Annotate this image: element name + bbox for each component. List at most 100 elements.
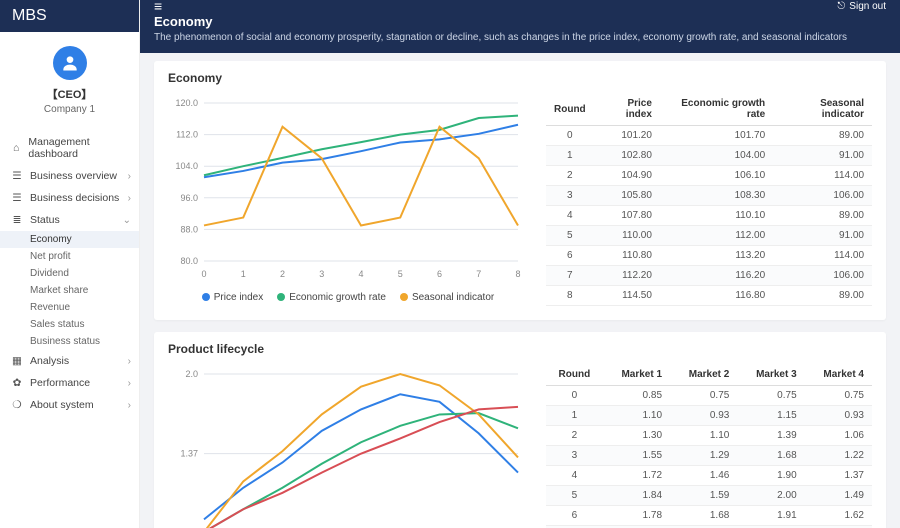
table-cell: 0.75 bbox=[805, 386, 872, 406]
svg-text:8: 8 bbox=[515, 269, 520, 279]
table-cell: 116.80 bbox=[660, 286, 773, 306]
table-cell: 105.80 bbox=[594, 186, 660, 206]
table-cell: 0 bbox=[546, 126, 594, 146]
nav-status[interactable]: ≣ Status ⌄ bbox=[0, 209, 139, 231]
page-header: Economy The phenomenon of social and eco… bbox=[140, 12, 900, 53]
chevron-right-icon: › bbox=[128, 193, 131, 204]
table-cell: 1.68 bbox=[737, 446, 804, 466]
nav-analysis[interactable]: ▦ Analysis › bbox=[0, 350, 139, 372]
table-row: 1102.80104.0091.00 bbox=[546, 146, 872, 166]
panel-title: Economy bbox=[168, 71, 872, 85]
signout-button[interactable]: ⎋ Sign out bbox=[837, 1, 886, 12]
chevron-down-icon: ⌄ bbox=[123, 215, 131, 226]
table-cell: 107.80 bbox=[594, 206, 660, 226]
user-block: 【CEO】 Company 1 bbox=[0, 32, 139, 125]
svg-text:88.0: 88.0 bbox=[180, 224, 198, 234]
nav-status-dividend[interactable]: Dividend bbox=[0, 265, 139, 282]
topbar: ≡ ⎋ Sign out bbox=[140, 0, 900, 12]
table-cell: 8 bbox=[546, 286, 594, 306]
user-company: Company 1 bbox=[44, 104, 95, 115]
table-row: 11.100.931.150.93 bbox=[546, 406, 872, 426]
panel-body: 0.751.372.0012345678 Market 1Market 2Mar… bbox=[168, 364, 872, 528]
chevron-right-icon: › bbox=[128, 400, 131, 411]
svg-text:7: 7 bbox=[476, 269, 481, 279]
table-row: 3105.80108.30106.00 bbox=[546, 186, 872, 206]
sidebar: MBS 【CEO】 Company 1 ⌂ Management dashboa… bbox=[0, 0, 140, 528]
table-row: 6110.80113.20114.00 bbox=[546, 246, 872, 266]
panel-lifecycle: Product lifecycle 0.751.372.0012345678 M… bbox=[154, 332, 886, 528]
nav-overview[interactable]: ☰ Business overview › bbox=[0, 165, 139, 187]
nav-performance[interactable]: ✿ Performance › bbox=[0, 372, 139, 394]
panel-title: Product lifecycle bbox=[168, 342, 872, 356]
table-cell: 106.00 bbox=[773, 266, 872, 286]
svg-text:6: 6 bbox=[437, 269, 442, 279]
chart-wrap: 80.088.096.0104.0112.0120.0012345678 Pri… bbox=[168, 93, 528, 306]
table-cell: 1.72 bbox=[603, 466, 670, 486]
list-icon: ≣ bbox=[10, 214, 24, 226]
economy-chart: 80.088.096.0104.0112.0120.0012345678 bbox=[168, 93, 528, 283]
table-cell: 1.15 bbox=[737, 406, 804, 426]
table-wrap: RoundMarket 1Market 2Market 3Market 400.… bbox=[546, 364, 872, 528]
nav-status-netprofit[interactable]: Net profit bbox=[0, 248, 139, 265]
table-cell: 104.90 bbox=[594, 166, 660, 186]
table-row: 41.721.461.901.37 bbox=[546, 466, 872, 486]
table-cell: 104.00 bbox=[660, 146, 773, 166]
nav-status-revenue[interactable]: Revenue bbox=[0, 299, 139, 316]
lifecycle-table: RoundMarket 1Market 2Market 3Market 400.… bbox=[546, 364, 872, 528]
book-icon: ☰ bbox=[10, 192, 24, 204]
content[interactable]: Economy 80.088.096.0104.0112.0120.001234… bbox=[140, 53, 900, 528]
layers-icon: ☰ bbox=[10, 170, 24, 182]
nav-decisions[interactable]: ☰ Business decisions › bbox=[0, 187, 139, 209]
globe-icon: ❍ bbox=[10, 399, 24, 411]
chart-wrap: 0.751.372.0012345678 Market 1Market 2Mar… bbox=[168, 364, 528, 528]
table-cell: 114.00 bbox=[773, 246, 872, 266]
table-cell: 1.30 bbox=[603, 426, 670, 446]
nav-label: Management dashboard bbox=[28, 136, 129, 160]
table-cell: 114.00 bbox=[773, 166, 872, 186]
table-cell: 5 bbox=[546, 226, 594, 246]
table-cell: 6 bbox=[546, 506, 603, 526]
table-header: Round bbox=[546, 93, 594, 126]
table-cell: 1.91 bbox=[737, 506, 804, 526]
table-header: Round bbox=[546, 364, 603, 386]
table-cell: 1.62 bbox=[805, 506, 872, 526]
avatar[interactable] bbox=[53, 46, 87, 80]
table-header: Market 2 bbox=[670, 364, 737, 386]
table-cell: 0.93 bbox=[670, 406, 737, 426]
table-row: 5110.00112.0091.00 bbox=[546, 226, 872, 246]
table-cell: 1.39 bbox=[737, 426, 804, 446]
table-cell: 113.20 bbox=[660, 246, 773, 266]
table-header: Price index bbox=[594, 93, 660, 126]
table-cell: 1.68 bbox=[670, 506, 737, 526]
nav-dashboard[interactable]: ⌂ Management dashboard bbox=[0, 131, 139, 165]
table-cell: 7 bbox=[546, 266, 594, 286]
nav-status-salesstatus[interactable]: Sales status bbox=[0, 316, 139, 333]
table-cell: 1.10 bbox=[603, 406, 670, 426]
table-cell: 1.29 bbox=[670, 446, 737, 466]
table-row: 61.781.681.911.62 bbox=[546, 506, 872, 526]
table-cell: 108.30 bbox=[660, 186, 773, 206]
nav-status-economy[interactable]: Economy bbox=[0, 231, 139, 248]
table-row: 2104.90106.10114.00 bbox=[546, 166, 872, 186]
table-cell: 114.50 bbox=[594, 286, 660, 306]
nav-status-marketshare[interactable]: Market share bbox=[0, 282, 139, 299]
brand: MBS bbox=[0, 0, 139, 32]
svg-text:80.0: 80.0 bbox=[180, 256, 198, 266]
table-wrap: RoundPrice indexEconomic growth rateSeas… bbox=[546, 93, 872, 306]
economy-legend: Price indexEconomic growth rateSeasonal … bbox=[168, 292, 528, 303]
table-cell: 1 bbox=[546, 146, 594, 166]
svg-text:4: 4 bbox=[358, 269, 363, 279]
table-row: 7112.20116.20106.00 bbox=[546, 266, 872, 286]
panel-economy: Economy 80.088.096.0104.0112.0120.001234… bbox=[154, 61, 886, 320]
table-cell: 91.00 bbox=[773, 226, 872, 246]
table-cell: 0.75 bbox=[737, 386, 804, 406]
signout-label: Sign out bbox=[849, 1, 886, 12]
table-cell: 6 bbox=[546, 246, 594, 266]
table-cell: 2 bbox=[546, 426, 603, 446]
nav-about[interactable]: ❍ About system › bbox=[0, 394, 139, 416]
legend-item: Economic growth rate bbox=[277, 292, 386, 303]
table-cell: 4 bbox=[546, 466, 603, 486]
table-cell: 112.00 bbox=[660, 226, 773, 246]
nav-status-businessstatus[interactable]: Business status bbox=[0, 333, 139, 350]
home-icon: ⌂ bbox=[10, 142, 22, 154]
